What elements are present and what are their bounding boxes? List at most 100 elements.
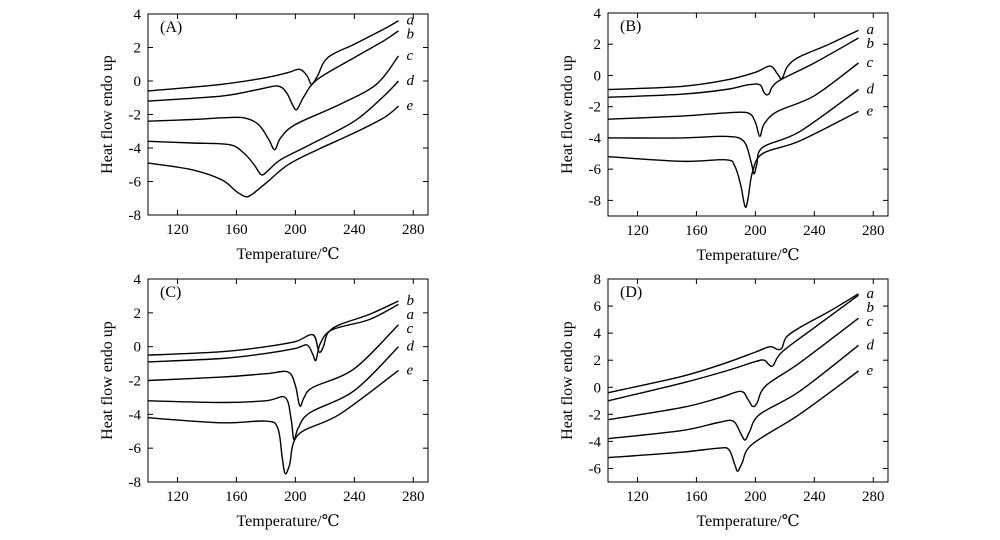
curve-label-c: c: [407, 48, 414, 64]
curve-a: [607, 29, 859, 91]
curve-label-b: b: [407, 293, 415, 309]
x-tick-label: 240: [803, 489, 826, 505]
y-axis-title: Heat flow endo up: [99, 321, 116, 440]
x-tick-label: 120: [166, 489, 189, 505]
curve-c: [147, 55, 400, 151]
y-tick-label: -6: [129, 175, 142, 191]
y-tick-label: -6: [589, 162, 602, 178]
curve-a: [147, 20, 399, 92]
curve-e: [147, 369, 399, 475]
curve-d: [147, 80, 400, 176]
curve-label-d: d: [407, 73, 415, 89]
curve-label-a: a: [867, 22, 875, 38]
panel-label: (C): [160, 284, 181, 301]
panel-label: (A): [160, 19, 182, 36]
curve-b: [607, 37, 859, 98]
curve-e: [607, 370, 859, 472]
y-tick-label: -6: [589, 461, 602, 477]
y-tick-label: 0: [134, 74, 142, 90]
x-tick-label: 160: [685, 223, 708, 239]
y-tick-label: 2: [594, 37, 602, 53]
x-tick-label: 240: [343, 489, 366, 505]
x-tick-label: 120: [626, 489, 649, 505]
y-tick-label: 6: [594, 299, 602, 315]
y-axis-title: Heat flow endo up: [559, 55, 576, 174]
x-tick-label: 120: [166, 222, 189, 238]
y-tick-label: -8: [129, 475, 142, 491]
chart-panel-3: 120 160 200 240 280 -8 -6 -4 -2 0 2 4 Temperature/℃ H…: [99, 272, 429, 530]
x-tick-label: 200: [744, 489, 767, 505]
panel-label: (D): [620, 284, 642, 301]
x-tick-label: 280: [862, 223, 885, 239]
curve-c: [607, 317, 859, 421]
curve-d: [607, 344, 859, 441]
x-axis-title: Temperature/℃: [237, 246, 340, 263]
x-tick-label: 200: [284, 489, 307, 505]
plot-frame: [147, 13, 429, 216]
curve-label-d: d: [867, 82, 875, 98]
y-tick-label: -4: [589, 434, 602, 450]
y-tick-label: 2: [134, 306, 142, 322]
y-tick-label: -4: [589, 131, 602, 147]
y-tick-label: 4: [594, 6, 602, 22]
y-tick-label: -6: [129, 441, 142, 457]
curve-label-b: b: [407, 27, 415, 43]
x-tick-label: 280: [402, 489, 425, 505]
y-tick-label: 8: [594, 272, 602, 288]
curve-label-c: c: [867, 55, 874, 71]
chart-panel-4: 120 160 200 240 280 -6 -4 -2 0 2 4 6 8 Temperature/℃ H…: [559, 272, 889, 530]
curve-b: [607, 294, 859, 402]
x-tick-label: 240: [343, 222, 366, 238]
y-tick-label: -2: [589, 100, 602, 116]
curve-d: [147, 346, 399, 441]
chart-panel-1: 120 160 200 240 280 -8 -6 -4 -2 0 2 4 Temperature/℃ H…: [99, 7, 429, 263]
y-tick-label: 0: [594, 380, 602, 396]
y-tick-label: 0: [594, 68, 602, 84]
x-tick-label: 160: [685, 489, 708, 505]
curve-b: [147, 300, 399, 356]
curve-label-b: b: [867, 36, 875, 52]
x-tick-label: 200: [744, 223, 767, 239]
curve-label-b: b: [867, 300, 875, 316]
curve-label-c: c: [867, 314, 874, 330]
plot-frame: [607, 12, 889, 217]
curve-a: [607, 293, 859, 394]
x-tick-label: 200: [284, 222, 307, 238]
curve-label-a: a: [407, 307, 415, 323]
y-tick-label: -4: [129, 141, 142, 157]
curve-e: [147, 105, 399, 198]
chart-panel-2: 120 160 200 240 280 -8 -6 -4 -2 0 2 4 Temperature/℃ H…: [559, 6, 889, 264]
curve-label-d: d: [867, 337, 875, 353]
y-axis-title: Heat flow endo up: [99, 55, 116, 174]
plot-frame: [607, 278, 889, 483]
y-axis-title: Heat flow endo up: [559, 321, 576, 440]
x-tick-label: 160: [225, 489, 248, 505]
x-tick-label: 280: [862, 489, 885, 505]
curve-label-a: a: [867, 286, 875, 302]
curve-label-e: e: [407, 362, 414, 378]
curve-label-a: a: [407, 13, 415, 29]
y-tick-label: 0: [134, 340, 142, 356]
y-tick-label: 2: [594, 353, 602, 369]
curve-b: [147, 30, 399, 111]
curve-label-e: e: [867, 103, 874, 119]
x-tick-label: 240: [803, 223, 826, 239]
curve-label-e: e: [407, 98, 414, 114]
y-tick-label: -8: [589, 193, 602, 209]
curve-a: [147, 303, 399, 363]
x-axis-title: Temperature/℃: [697, 513, 800, 530]
curve-c: [607, 62, 859, 138]
curve-c: [147, 324, 399, 407]
y-tick-label: 2: [134, 41, 142, 57]
x-tick-label: 280: [402, 222, 425, 238]
y-tick-label: 4: [594, 326, 602, 342]
x-tick-label: 120: [626, 223, 649, 239]
y-tick-label: -2: [129, 108, 142, 124]
x-axis-title: Temperature/℃: [237, 513, 340, 530]
y-tick-label: 4: [134, 7, 142, 23]
panel-label: (B): [620, 18, 641, 35]
x-axis-title: Temperature/℃: [697, 247, 800, 264]
curve-label-c: c: [407, 321, 414, 337]
y-tick-label: -2: [129, 374, 142, 390]
